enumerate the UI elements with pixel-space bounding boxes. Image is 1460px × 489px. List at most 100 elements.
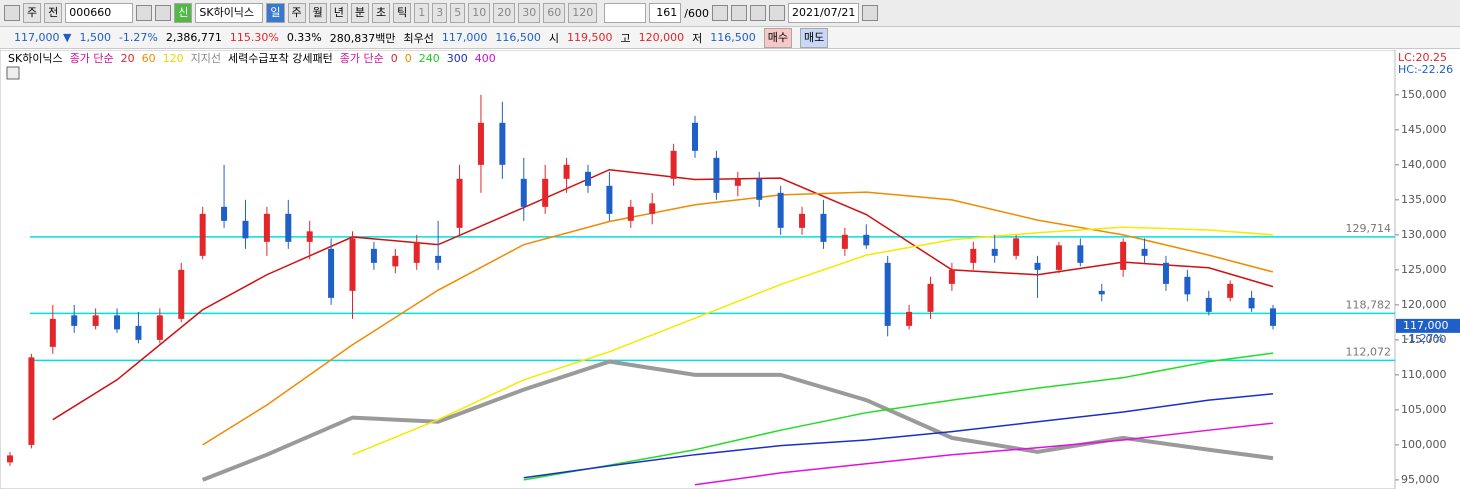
plot-area [0,50,1396,489]
ma-line [694,422,1274,486]
ma-line [52,168,1274,421]
count-input[interactable]: 161 [649,3,682,23]
minute-button[interactable]: 1 [414,3,430,23]
sound-icon[interactable] [155,5,172,21]
candle-body [392,255,399,267]
candle-body [906,311,913,326]
icon[interactable] [4,5,20,21]
code-input[interactable]: 000660 [65,3,134,23]
minute-button[interactable]: 120 [568,3,598,23]
y-tick-label: 135,000 [1401,193,1447,206]
candle-body [306,231,313,242]
candle-body [413,241,420,263]
change: 1,500 [79,31,111,44]
count-max: /600 [684,6,709,20]
candle-body [991,248,998,256]
period-button[interactable]: 틱 [393,3,412,23]
period-button[interactable]: 분 [350,3,369,23]
candle-body [734,178,741,186]
candle-body [1248,297,1255,309]
ask: 117,000 [441,31,488,44]
candle-body [649,203,656,214]
legend-item[interactable]: 종가 단순 [70,52,114,65]
period-button[interactable]: 일 [266,3,285,23]
high-label: 고 [620,31,631,45]
legend-item[interactable]: 400 [475,52,496,65]
search-icon[interactable] [136,5,153,21]
date-input[interactable]: 2021/07/21 [787,3,860,23]
hc-label: HC:-22.26 [1398,63,1453,76]
grid-icon[interactable] [6,66,20,80]
candle-body [435,255,442,263]
y-tick-label: 120,000 [1401,298,1447,311]
period-button[interactable]: 초 [372,3,391,23]
legend: SK하이닉스 종가 단순 20 60 120 지지선 세력수급포착 강세패턴 종가 단순 0 0 2… [8,51,496,65]
y-tick-label: 95,000 [1401,473,1440,486]
legend-item[interactable]: 종가 단순 [340,52,384,65]
tool-icon[interactable] [711,5,728,21]
candle-body [670,150,677,179]
candle-body [477,122,484,165]
legend-item[interactable]: 60 [142,52,156,65]
legend-item[interactable]: 240 [419,52,440,65]
candle-body [156,315,163,340]
minute-button[interactable]: 3 [432,3,448,23]
period-button[interactable]: 월 [308,3,327,23]
buy-button[interactable]: 매수 [763,27,792,48]
candle-body [713,157,720,193]
candle-body [114,315,121,330]
candle-body [563,164,570,179]
legend-item[interactable]: 0 [391,52,398,65]
y-tick-label: 110,000 [1401,368,1447,381]
minute-button[interactable]: 5 [450,3,466,23]
candle-body [1120,241,1127,270]
new-button[interactable]: 신 [174,3,193,23]
candle-body [756,178,763,200]
candle-body [884,262,891,326]
last-price-box [1396,318,1460,333]
tool-icon[interactable] [730,5,747,21]
legend-item[interactable]: SK하이닉스 [8,51,63,65]
legend-item[interactable]: 120 [163,52,184,65]
support-label: 129,714 [1346,222,1392,235]
candle-body [927,283,934,312]
candle-body [841,234,848,249]
save-icon[interactable] [749,5,766,21]
legend-item[interactable]: 지지선 [191,52,221,65]
legend-item[interactable]: 세력수급포착 강세패턴 [228,52,333,65]
prev-button[interactable]: 전 [44,3,63,23]
minute-button[interactable]: 10 [468,3,491,23]
price: 117,000 ▼ [14,31,72,44]
ma-line [523,393,1274,479]
settings-icon[interactable] [768,5,785,21]
ma-line [352,226,1274,456]
candle-body [777,192,784,228]
candle-body [71,315,78,326]
candle-body [1141,248,1148,256]
period-button[interactable]: 년 [329,3,348,23]
dropdown[interactable] [604,3,647,23]
legend-item[interactable]: 300 [447,52,468,65]
candle-body [328,248,335,298]
ma-line [523,352,1274,481]
candle-body [799,213,806,228]
market-select[interactable]: 주 [23,3,42,23]
period-button[interactable]: 주 [287,3,306,23]
open-label: 시 [548,31,559,45]
sell-button[interactable]: 매도 [800,27,829,48]
minute-button[interactable]: 30 [518,3,541,23]
candle-body [221,206,228,221]
legend-item[interactable]: 20 [121,52,135,65]
candle-body [370,248,377,263]
legend-item[interactable]: 0 [405,52,412,65]
high: 120,000 [638,31,685,44]
minute-button[interactable]: 60 [543,3,566,23]
candle-body [1227,283,1234,298]
candle-body [1013,238,1020,256]
last-price-label: 117,000 [1403,319,1449,332]
info-bar: 117,000 ▼ 1,500 -1.27% 2,386,771 115.30%… [0,27,1460,49]
calendar-icon[interactable] [862,5,879,21]
minute-button[interactable]: 20 [493,3,516,23]
candle-body [1077,245,1084,263]
